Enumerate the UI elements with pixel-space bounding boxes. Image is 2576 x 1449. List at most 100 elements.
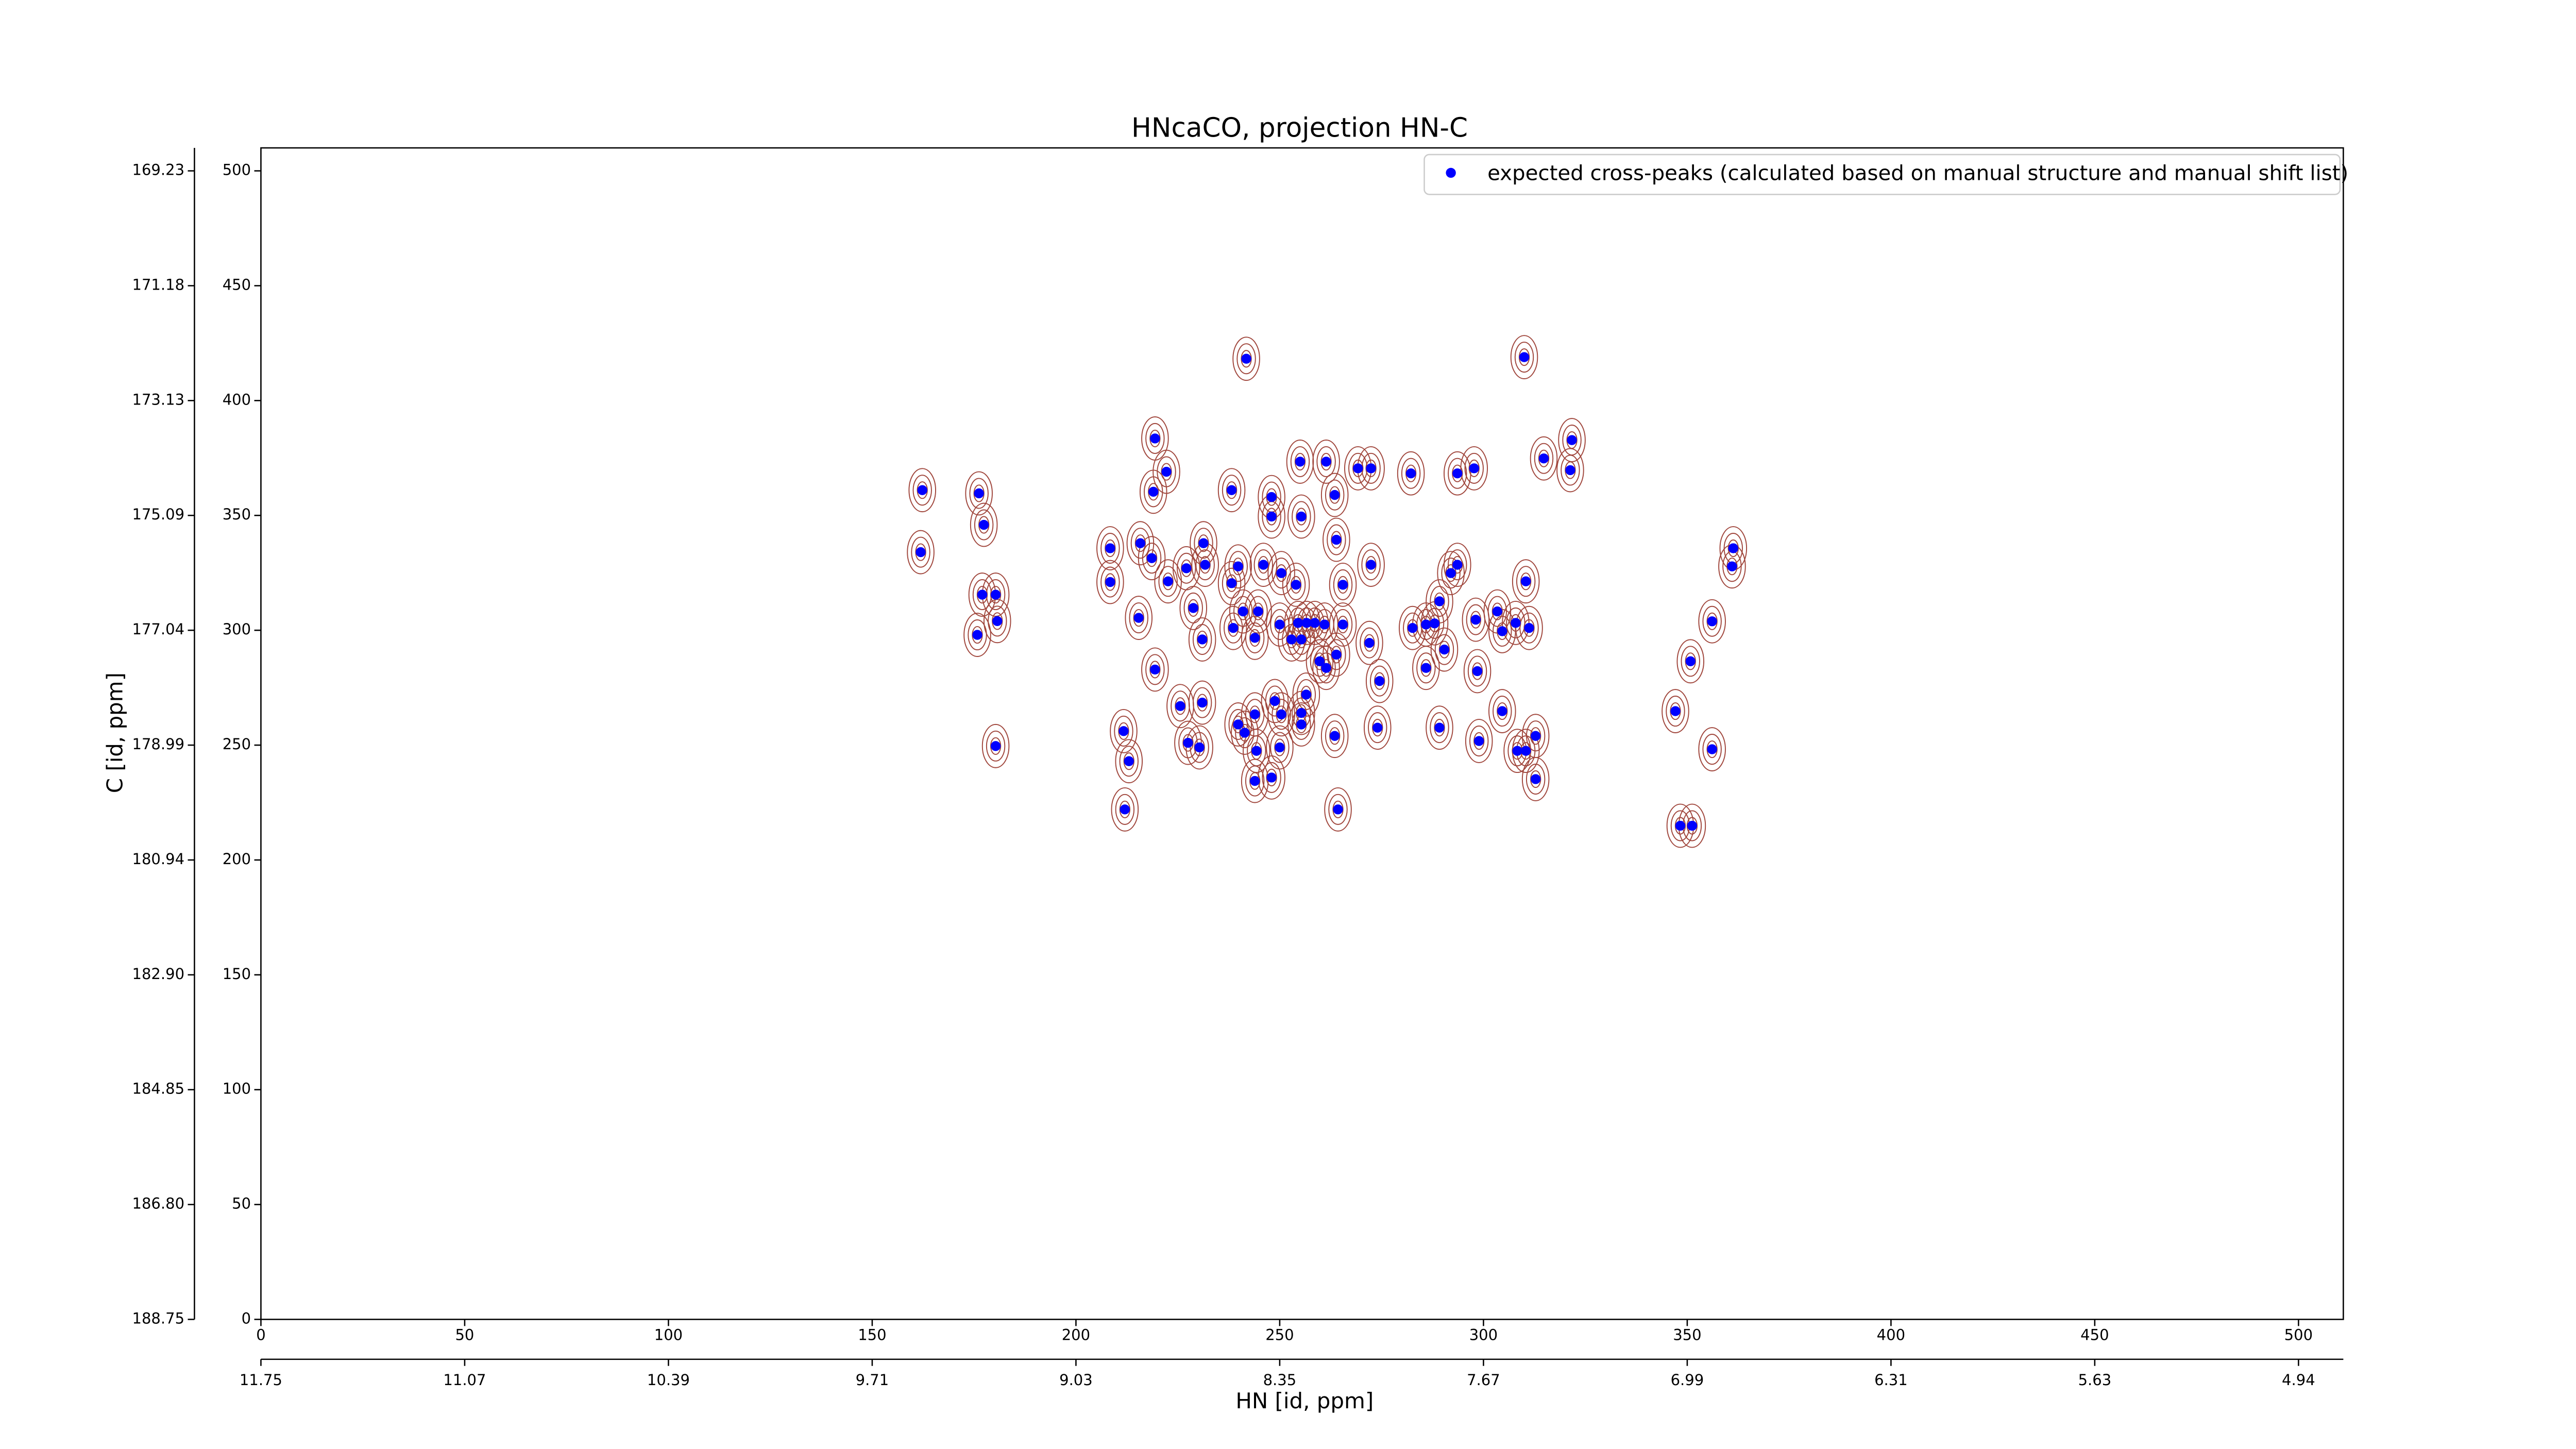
contour xyxy=(1188,680,1216,725)
y-tick-label: 100 xyxy=(223,1080,251,1098)
cross-peak xyxy=(972,630,982,640)
cross-peak xyxy=(1296,707,1307,718)
cross-peak xyxy=(990,589,1001,600)
contour xyxy=(1241,615,1269,660)
contour xyxy=(1561,454,1580,486)
cross-peak xyxy=(1275,619,1285,630)
cross-peak xyxy=(1148,486,1159,497)
contour xyxy=(1416,652,1436,684)
contour xyxy=(983,599,1011,644)
contour xyxy=(1702,605,1722,637)
cross-peak xyxy=(1175,701,1185,711)
contour xyxy=(1253,549,1273,581)
contour xyxy=(1316,652,1336,684)
cross-peak xyxy=(1146,553,1157,563)
contour xyxy=(1312,646,1340,690)
contour xyxy=(974,509,994,541)
contour xyxy=(1526,764,1546,795)
cross-peak xyxy=(1331,649,1342,660)
contour xyxy=(1430,585,1449,617)
cross-peak xyxy=(1240,728,1250,738)
cross-peak xyxy=(1194,742,1205,753)
contour xyxy=(1320,473,1349,517)
cross-peak xyxy=(1301,689,1312,700)
contour xyxy=(968,619,987,651)
cross-peak xyxy=(1366,463,1376,474)
contour xyxy=(1534,443,1554,474)
contour xyxy=(1530,436,1558,481)
contour xyxy=(1249,543,1278,587)
cross-peak xyxy=(1286,634,1297,645)
contour xyxy=(1217,468,1246,513)
contour xyxy=(1493,696,1512,727)
cross-peak xyxy=(1249,709,1260,719)
contour xyxy=(1488,689,1516,733)
cross-peak xyxy=(1452,468,1463,479)
contour xyxy=(1464,452,1484,484)
cross-peak xyxy=(1269,696,1280,706)
contour xyxy=(1361,549,1381,581)
x2-tick-label: 8.35 xyxy=(1263,1371,1297,1389)
contour xyxy=(1153,449,1180,494)
contour xyxy=(1096,526,1124,570)
contour xyxy=(1363,705,1392,750)
contour xyxy=(1401,458,1421,489)
cross-peak xyxy=(1238,606,1248,617)
contour xyxy=(1243,729,1270,773)
contour xyxy=(1526,720,1546,752)
y2-tick-label: 173.13 xyxy=(132,391,185,408)
contour xyxy=(1224,702,1252,747)
cross-peak xyxy=(1105,543,1115,553)
x-tick-label: 500 xyxy=(2284,1326,2313,1344)
cross-peak xyxy=(1497,706,1507,716)
contour xyxy=(1262,762,1281,793)
cross-peak xyxy=(1319,619,1330,630)
cross-peak xyxy=(1375,676,1385,686)
cross-peak xyxy=(1512,746,1522,756)
cross-peak xyxy=(1183,737,1193,748)
cross-peak xyxy=(992,616,1003,626)
contour xyxy=(1286,569,1306,600)
x-tick-label: 150 xyxy=(858,1326,886,1344)
contour xyxy=(1698,599,1726,644)
contour xyxy=(1426,705,1453,750)
contour xyxy=(1141,647,1169,692)
cross-peak xyxy=(1249,776,1260,786)
contour xyxy=(1270,609,1290,640)
contour xyxy=(1177,552,1196,584)
contour xyxy=(1138,536,1166,581)
contour xyxy=(1556,448,1584,493)
contour xyxy=(1287,690,1315,735)
x-axis-label: HN [id, ppm] xyxy=(1235,1388,1374,1413)
x-tick-label: 250 xyxy=(1265,1326,1294,1344)
cross-peak xyxy=(1226,485,1237,495)
cross-peak xyxy=(1266,772,1277,783)
cross-peak xyxy=(1675,820,1686,831)
y-tick-label: 250 xyxy=(223,735,251,753)
x-tick-label: 400 xyxy=(1877,1326,1905,1344)
contour xyxy=(1323,632,1350,677)
contour xyxy=(1096,560,1124,604)
cross-peak xyxy=(1330,490,1340,500)
contour xyxy=(981,723,1010,768)
contour xyxy=(1270,732,1290,763)
contour xyxy=(1111,787,1139,832)
cross-peak xyxy=(1331,534,1342,545)
cross-peak xyxy=(1421,619,1431,630)
contour xyxy=(1217,561,1246,605)
contour xyxy=(1235,717,1255,748)
cross-peak xyxy=(1133,613,1144,623)
cross-peak xyxy=(1233,561,1243,571)
contour xyxy=(1512,559,1540,604)
contour xyxy=(1333,569,1353,600)
y-tick-label: 200 xyxy=(223,850,251,868)
cross-peak xyxy=(1226,578,1237,588)
contour xyxy=(1328,794,1348,825)
contour xyxy=(1145,654,1165,685)
y2-tick-label: 177.04 xyxy=(132,620,185,638)
cross-peak xyxy=(1353,463,1363,474)
cross-peak xyxy=(1163,576,1173,586)
x2-tick-label: 6.31 xyxy=(1874,1371,1908,1389)
cross-peak xyxy=(1321,663,1331,673)
